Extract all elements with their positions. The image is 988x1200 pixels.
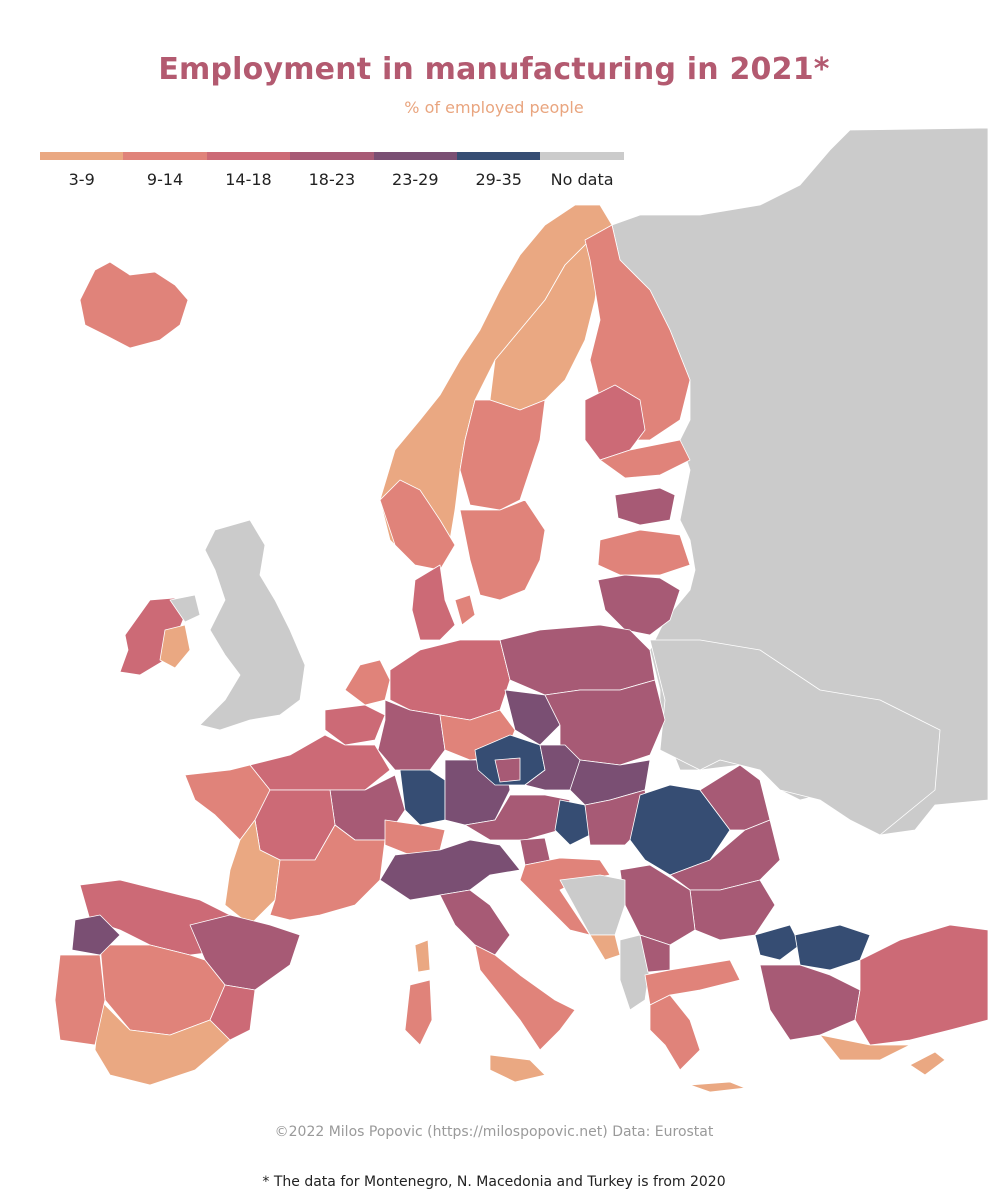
region-hungary-west bbox=[554, 799, 591, 846]
region-sicily bbox=[489, 1054, 546, 1083]
region-norway-south bbox=[379, 479, 456, 571]
region-italy-center bbox=[439, 889, 511, 956]
region-ukraine bbox=[649, 639, 941, 836]
region-sweden-south bbox=[459, 499, 546, 601]
region-poland-central bbox=[504, 689, 561, 746]
region-france-south bbox=[269, 824, 386, 921]
legend-label-2: 9-14 bbox=[146, 170, 184, 189]
credit-text: ©2022 Milos Popovic (https://milospopovi… bbox=[274, 1124, 714, 1140]
region-iceland bbox=[79, 261, 189, 349]
region-poland-north bbox=[499, 624, 656, 696]
legend-item-7: No data bbox=[540, 152, 624, 189]
region-finland-mid bbox=[584, 384, 646, 461]
region-lithuania bbox=[597, 574, 681, 636]
region-northern-ireland bbox=[169, 594, 201, 623]
legend-label-5: 23-29 bbox=[392, 170, 439, 189]
region-latvia bbox=[597, 529, 691, 576]
legend-label-7: No data bbox=[550, 170, 614, 189]
region-sardinia bbox=[404, 979, 433, 1046]
region-italy-north bbox=[379, 839, 521, 901]
legend-label-3: 14-18 bbox=[225, 170, 272, 189]
region-belgium bbox=[324, 704, 386, 746]
region-netherlands bbox=[344, 659, 391, 706]
legend-swatch-7 bbox=[540, 152, 624, 160]
region-turkey-west bbox=[759, 964, 861, 1041]
legend-swatch-2 bbox=[123, 152, 207, 160]
region-uk bbox=[199, 519, 306, 731]
region-turkey-central bbox=[854, 924, 988, 1046]
legend-item-5: 23-29 bbox=[373, 152, 457, 189]
legend-item-1: 3-9 bbox=[40, 152, 124, 189]
region-portugal-north bbox=[71, 914, 121, 956]
legend-swatch-5 bbox=[373, 152, 457, 160]
region-montenegro bbox=[589, 934, 621, 961]
region-germany-north bbox=[389, 639, 511, 721]
region-bulgaria bbox=[689, 879, 776, 941]
region-denmark bbox=[411, 564, 456, 641]
region-serbia bbox=[619, 864, 696, 946]
region-austria bbox=[464, 794, 571, 841]
legend-item-2: 9-14 bbox=[123, 152, 207, 189]
region-portugal-south bbox=[54, 954, 106, 1046]
region-spain-south bbox=[94, 999, 231, 1086]
region-poland-south bbox=[544, 679, 666, 766]
footnote-text: * The data for Montenegro, N. Macedonia … bbox=[262, 1174, 726, 1190]
legend-swatch-1 bbox=[40, 152, 124, 160]
region-ireland-east bbox=[159, 624, 191, 669]
region-turkey-thrace bbox=[754, 924, 801, 961]
legend-swatch-4 bbox=[290, 152, 374, 160]
region-switzerland bbox=[384, 819, 446, 856]
legend-swatch-3 bbox=[206, 152, 291, 160]
region-cyprus bbox=[909, 1051, 946, 1076]
region-turkey-marmara bbox=[794, 924, 871, 971]
region-spain-east bbox=[209, 984, 256, 1041]
region-czechia-mid bbox=[494, 757, 521, 783]
legend-item-4: 18-23 bbox=[290, 152, 374, 189]
legend-swatch-6 bbox=[457, 152, 541, 160]
legend-label-6: 29-35 bbox=[475, 170, 522, 189]
region-finland-north bbox=[584, 224, 691, 441]
region-denmark-east bbox=[454, 594, 476, 626]
region-czechia-east bbox=[524, 744, 586, 791]
legend: 3-9 9-14 14-18 18-23 23-29 29-35 No data bbox=[40, 152, 624, 192]
region-turkey-south bbox=[819, 1034, 911, 1061]
map-subtitle: % of employed people bbox=[404, 98, 584, 117]
region-italy-south bbox=[474, 944, 576, 1051]
legend-item-6: 29-35 bbox=[457, 152, 541, 189]
region-estonia bbox=[614, 487, 676, 526]
legend-label-4: 18-23 bbox=[308, 170, 356, 189]
region-germany-bw bbox=[399, 769, 446, 826]
region-france-north bbox=[249, 734, 391, 791]
region-corsica bbox=[414, 939, 431, 973]
legend-item-3: 14-18 bbox=[206, 152, 291, 189]
region-crete bbox=[689, 1081, 746, 1093]
region-sweden-mid bbox=[459, 399, 546, 511]
region-greece-south bbox=[649, 994, 701, 1071]
region-finland-south bbox=[599, 439, 691, 479]
map-title: Employment in manufacturing in 2021* bbox=[158, 52, 830, 87]
legend-label-1: 3-9 bbox=[68, 170, 95, 189]
